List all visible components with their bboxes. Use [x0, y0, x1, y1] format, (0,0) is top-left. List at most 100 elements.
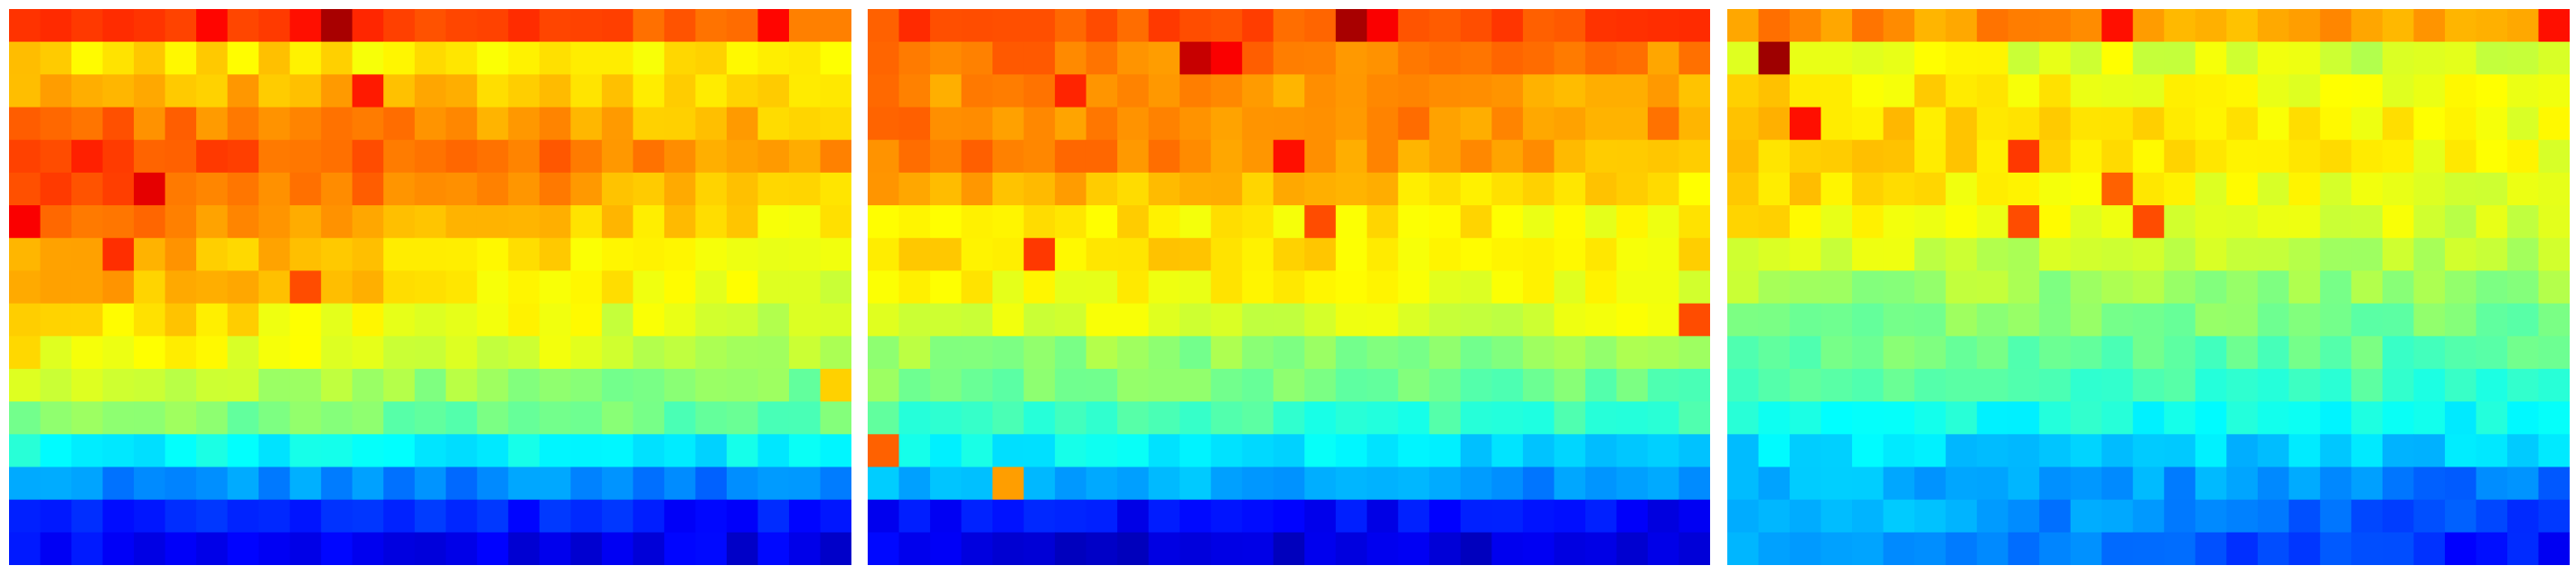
heatmap-1-cell	[695, 368, 728, 402]
heatmap-3-cell	[1883, 434, 1915, 468]
heatmap-3-cell	[1883, 532, 1915, 565]
heatmap-2-cell	[1304, 42, 1337, 75]
heatmap-3-cell	[2289, 401, 2321, 435]
heatmap-3-cell	[2538, 9, 2570, 42]
heatmap-1-cell	[165, 9, 197, 42]
heatmap-1-cell	[259, 401, 291, 435]
heatmap-1-cell	[663, 172, 697, 206]
heatmap-2-cell	[1397, 368, 1430, 402]
heatmap-3-cell	[2007, 238, 2040, 272]
heatmap-1-cell	[601, 139, 634, 174]
heatmap-3-cell	[2319, 303, 2352, 337]
heatmap-3-cell	[2289, 9, 2321, 42]
heatmap-1-cell	[601, 467, 634, 501]
heatmap-1-cell	[102, 270, 135, 305]
heatmap-3-cell	[2444, 303, 2477, 337]
heatmap-1-cell	[446, 107, 478, 141]
heatmap-3-cell	[1820, 270, 1853, 305]
heatmap-1-cell	[352, 368, 384, 402]
heatmap-2-cell	[1584, 434, 1618, 468]
heatmap-1-cell	[165, 42, 197, 75]
heatmap-1-cell	[570, 9, 603, 42]
heatmap-3-cell	[2039, 335, 2072, 370]
heatmap-2-cell	[1584, 270, 1618, 305]
heatmap-2-cell	[1086, 467, 1118, 501]
heatmap-2-cell	[1273, 499, 1305, 533]
heatmap-3-cell	[2506, 238, 2540, 272]
heatmap-3-cell	[2382, 270, 2415, 305]
heatmap-3-cell	[2007, 205, 2040, 239]
heatmap-2-cell	[1647, 9, 1680, 42]
heatmap-1-cell	[71, 532, 104, 565]
heatmap-1-cell	[165, 532, 197, 565]
heatmap-3-cell	[2070, 434, 2102, 468]
heatmap-2-cell	[898, 172, 931, 206]
heatmap-3-cell	[2164, 238, 2196, 272]
heatmap-1-cell	[321, 532, 353, 565]
heatmap-3-cell	[2351, 303, 2383, 337]
heatmap-2-cell	[1335, 42, 1368, 75]
heatmap-3-cell	[1758, 9, 1791, 42]
heatmap-2-cell	[1522, 532, 1556, 565]
heatmap-2-cell	[1117, 467, 1150, 501]
heatmap-2-cell	[898, 467, 931, 501]
heatmap-1-cell	[352, 532, 384, 565]
heatmap-1-cell	[446, 205, 478, 239]
heatmap-2-cell	[1554, 467, 1586, 501]
heatmap-1-cell	[414, 303, 447, 337]
heatmap-3-cell	[2101, 499, 2134, 533]
heatmap-2-cell	[1554, 238, 1586, 272]
heatmap-3-cell	[2195, 270, 2227, 305]
heatmap-3-cell	[2538, 238, 2570, 272]
heatmap-2-cell	[1460, 368, 1492, 402]
heatmap-3-cell	[2257, 42, 2289, 75]
heatmap-3-cell	[2413, 434, 2446, 468]
heatmap-2-cell	[961, 74, 993, 108]
heatmap-1-cell	[508, 401, 541, 435]
heatmap-3-cell	[1883, 205, 1915, 239]
heatmap-1-cell	[788, 270, 822, 305]
heatmap-3-cell	[2164, 42, 2196, 75]
heatmap-3-cell	[2538, 205, 2570, 239]
heatmap-2-cell	[1429, 532, 1462, 565]
heatmap-1-cell	[414, 532, 447, 565]
heatmap-1-cell	[352, 107, 384, 141]
heatmap-1-cell	[726, 139, 759, 174]
heatmap-2-cell	[1148, 139, 1180, 174]
heatmap-2-cell	[1678, 434, 1710, 468]
heatmap-1-cell	[71, 42, 104, 75]
heatmap-2-cell	[1522, 107, 1556, 141]
heatmap-3-cell	[2382, 9, 2415, 42]
heatmap-3-cell	[2007, 499, 2040, 533]
heatmap-2-cell	[1397, 270, 1430, 305]
heatmap-3-cell	[2476, 42, 2508, 75]
heatmap-3-cell	[1852, 368, 1885, 402]
heatmap-1-cell	[633, 335, 665, 370]
heatmap-1-cell	[539, 238, 571, 272]
heatmap-1-cell	[476, 532, 509, 565]
heatmap-3-cell	[1790, 9, 1822, 42]
heatmap-2-cell	[1616, 401, 1649, 435]
heatmap-3-cell	[2538, 434, 2570, 468]
heatmap-1-cell	[40, 42, 72, 75]
heatmap-1-cell	[9, 335, 42, 370]
heatmap-2-cell	[1429, 499, 1462, 533]
heatmap-3-cell	[2506, 434, 2540, 468]
heatmap-3-cell	[2444, 172, 2477, 206]
heatmap-3-cell	[2538, 139, 2570, 174]
heatmap-2-cell	[1460, 335, 1492, 370]
heatmap-3-cell	[2413, 335, 2446, 370]
heatmap-2-cell	[1180, 303, 1212, 337]
heatmap-1-cell	[289, 303, 322, 337]
heatmap-3-cell	[1977, 9, 2009, 42]
heatmap-1-cell	[757, 139, 790, 174]
heatmap-2-cell	[961, 172, 993, 206]
heatmap-3-cell	[2506, 532, 2540, 565]
heatmap-2-cell	[1647, 107, 1680, 141]
heatmap-1-cell	[196, 401, 229, 435]
heatmap-1-cell	[352, 499, 384, 533]
heatmap-2-cell	[1397, 467, 1430, 501]
heatmap-3-cell	[2132, 172, 2165, 206]
heatmap-1-cell	[40, 139, 72, 174]
heatmap-2-cell	[1678, 303, 1710, 337]
